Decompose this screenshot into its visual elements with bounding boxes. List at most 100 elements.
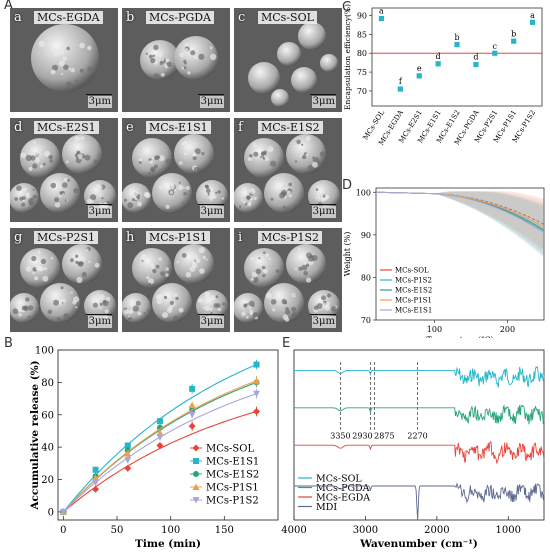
- chart-accumulative-release: 0 20 40 60 80 100 0 50 100 150 Time (min) Accumulat…: [29, 346, 279, 550]
- surface-texture: [99, 194, 102, 197]
- surface-texture: [32, 271, 35, 275]
- data-point: [253, 390, 261, 398]
- surface-texture: [291, 306, 297, 312]
- sem-tile-i: i MCs-P1S2 3μm: [234, 228, 342, 332]
- panel-label-d: D: [342, 178, 353, 193]
- surface-texture: [42, 275, 49, 282]
- surface-texture: [312, 157, 320, 164]
- surface-texture: [21, 306, 27, 311]
- sem-tile-letter: g: [14, 230, 23, 245]
- data-point: [253, 361, 260, 368]
- surface-texture: [305, 135, 311, 142]
- surface-texture: [40, 258, 47, 265]
- surface-texture: [151, 173, 155, 177]
- surface-texture: [197, 298, 204, 304]
- surface-texture: [137, 201, 142, 207]
- legend-label: MCs-P1S2: [395, 277, 432, 285]
- scale-bar: [198, 94, 224, 95]
- legend-label: MCs-P1S2: [206, 496, 259, 507]
- data-point: [193, 458, 199, 464]
- surface-texture: [209, 195, 212, 198]
- surface-texture: [98, 294, 105, 301]
- surface-texture: [91, 297, 97, 302]
- surface-texture: [303, 270, 308, 276]
- surface-texture: [181, 253, 187, 258]
- microsphere: [298, 22, 326, 50]
- surface-texture: [99, 307, 102, 310]
- surface-texture: [65, 81, 72, 88]
- scale-bar: [86, 314, 112, 315]
- surface-texture: [173, 293, 178, 297]
- surface-texture: [205, 258, 208, 261]
- significance-letter: b: [511, 30, 516, 39]
- surface-texture: [213, 195, 217, 199]
- surface-texture: [35, 157, 40, 163]
- surface-texture: [66, 46, 70, 51]
- data-point: [192, 483, 200, 490]
- surface-texture: [145, 52, 148, 56]
- surface-texture: [165, 204, 170, 209]
- legend-label: MCs-E1S1: [395, 307, 432, 315]
- surface-texture: [141, 259, 144, 262]
- panel-label-a: A: [4, 0, 13, 13]
- scale-bar: [86, 94, 112, 95]
- spectrum-line: [294, 366, 545, 388]
- surface-texture: [153, 44, 159, 51]
- legend-label: MCs-SOL: [206, 444, 254, 455]
- surface-texture: [284, 317, 290, 322]
- surface-texture: [250, 277, 254, 281]
- surface-texture: [209, 308, 213, 311]
- surface-texture: [325, 301, 330, 307]
- surface-texture: [144, 192, 151, 199]
- surface-texture: [27, 305, 34, 311]
- sem-tile-d: d MCs-E2S1 3μm: [10, 118, 118, 222]
- surface-texture: [178, 161, 183, 165]
- data-point: [92, 466, 99, 473]
- surface-texture: [137, 311, 142, 316]
- surface-texture: [84, 154, 91, 161]
- surface-texture: [166, 307, 173, 313]
- surface-texture: [194, 142, 197, 146]
- data-point: [59, 508, 67, 516]
- x-axis-label: Temperature (°C): [427, 335, 494, 338]
- surface-texture: [199, 268, 205, 274]
- significance-letter: f: [399, 77, 403, 86]
- surface-texture: [194, 148, 201, 155]
- surface-texture: [160, 57, 165, 62]
- y-tick-label: 80: [361, 273, 371, 282]
- data-point: [416, 73, 422, 79]
- x-tick-label: 100: [161, 525, 180, 536]
- surface-texture: [75, 79, 79, 82]
- surface-texture: [124, 198, 127, 202]
- data-point: [529, 19, 536, 25]
- series-band: [376, 191, 544, 253]
- y-tick-label: 85: [357, 30, 367, 39]
- surface-texture: [294, 160, 298, 163]
- surface-texture: [265, 292, 273, 299]
- surface-texture: [248, 201, 252, 205]
- surface-texture: [240, 199, 243, 202]
- surface-texture: [60, 286, 64, 290]
- surface-texture: [169, 300, 174, 306]
- sem-tile-title: MCs-E1S2: [258, 121, 323, 134]
- surface-texture: [97, 185, 103, 191]
- sem-tile-letter: h: [126, 230, 135, 245]
- series-line: [376, 191, 545, 225]
- scale-bar: [310, 314, 336, 315]
- surface-texture: [50, 69, 56, 75]
- sem-tile-title: MCs-E2S1: [34, 121, 99, 134]
- surface-texture: [319, 151, 326, 157]
- surface-texture: [198, 53, 205, 60]
- surface-texture: [202, 306, 206, 309]
- spectrum-line: [294, 482, 545, 521]
- surface-texture: [165, 58, 170, 63]
- surface-texture: [58, 300, 63, 305]
- data-point: [124, 442, 131, 449]
- data-point: [511, 38, 517, 44]
- surface-texture: [184, 42, 189, 47]
- surface-texture: [192, 152, 197, 157]
- surface-texture: [210, 198, 213, 201]
- x-tick-label: 150: [215, 525, 234, 536]
- panel-label-b: B: [4, 336, 13, 351]
